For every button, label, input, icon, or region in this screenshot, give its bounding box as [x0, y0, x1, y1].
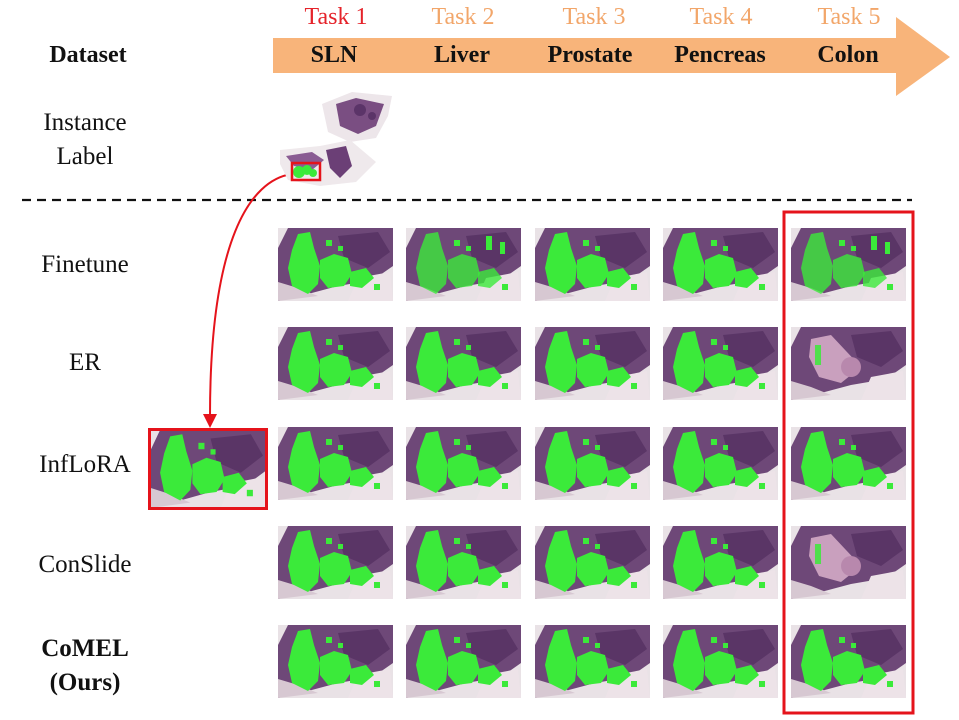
thumbnail-row2-task2	[406, 327, 521, 400]
instance-label-line1: Instance	[43, 109, 127, 136]
method-er: ER	[69, 349, 101, 376]
task5-highlight-box	[782, 210, 915, 715]
thumbnail-row2-task1	[278, 327, 393, 400]
task-1-label: Task 1	[304, 4, 368, 30]
task-5-label: Task 5	[817, 4, 881, 30]
dataset-label: Dataset	[49, 42, 127, 68]
thumbnail-row1-task4	[663, 228, 778, 301]
thumbnail-row2-task5	[791, 327, 906, 400]
instance-label-line2: Label	[56, 143, 114, 170]
thumbnail-row3-task2	[406, 427, 521, 500]
thumbnail-row4-task4	[663, 526, 778, 599]
thumbnail-row3-task4	[663, 427, 778, 500]
dataset-pencreas: Pencreas	[674, 42, 766, 68]
dataset-sln: SLN	[310, 42, 358, 68]
method-conslide: ConSlide	[38, 551, 132, 578]
thumbnail-row5-task4	[663, 625, 778, 698]
method-finetune: Finetune	[41, 251, 129, 278]
zoom-connector-arrow	[209, 173, 293, 417]
method-comel: CoMEL	[41, 635, 129, 662]
thumbnail-row5-task5	[791, 625, 906, 698]
thumbnail-row5-task2	[406, 625, 521, 698]
task-4-label: Task 4	[689, 4, 753, 30]
thumbnail-row2-task4	[663, 327, 778, 400]
thumbnail-row3-task3	[535, 427, 650, 500]
zoom-arrow-head	[203, 414, 217, 428]
thumbnail-row3-task1	[278, 427, 393, 500]
dataset-prostate: Prostate	[547, 42, 633, 68]
dataset-liver: Liver	[434, 42, 490, 68]
thumbnail-row1-task3	[535, 228, 650, 301]
instance-label-highlight-box	[290, 161, 322, 182]
thumbnail-row4-task3	[535, 526, 650, 599]
task-3-label: Task 3	[562, 4, 626, 30]
task-sequence-arrow	[273, 17, 950, 96]
thumbnail-row4-task1	[278, 526, 393, 599]
thumbnail-row1-task1	[278, 228, 393, 301]
instance-label-thumbnail	[280, 92, 392, 186]
method-comel-ours: (Ours)	[49, 669, 121, 696]
thumbnail-row5-task3	[535, 625, 650, 698]
dataset-colon: Colon	[817, 42, 879, 68]
ground-truth-zoom-patch	[150, 430, 266, 508]
thumbnail-row1-task5	[791, 228, 906, 301]
thumbnail-row4-task5	[791, 526, 906, 599]
thumbnail-row3-task5	[791, 427, 906, 500]
thumbnail-row1-task2	[406, 228, 521, 301]
ground-truth-zoom-box	[148, 428, 268, 510]
method-inflora: InfLoRA	[39, 451, 131, 478]
thumbnail-row2-task3	[535, 327, 650, 400]
thumbnail-row4-task2	[406, 526, 521, 599]
task-2-label: Task 2	[431, 4, 495, 30]
thumbnail-row5-task1	[278, 625, 393, 698]
